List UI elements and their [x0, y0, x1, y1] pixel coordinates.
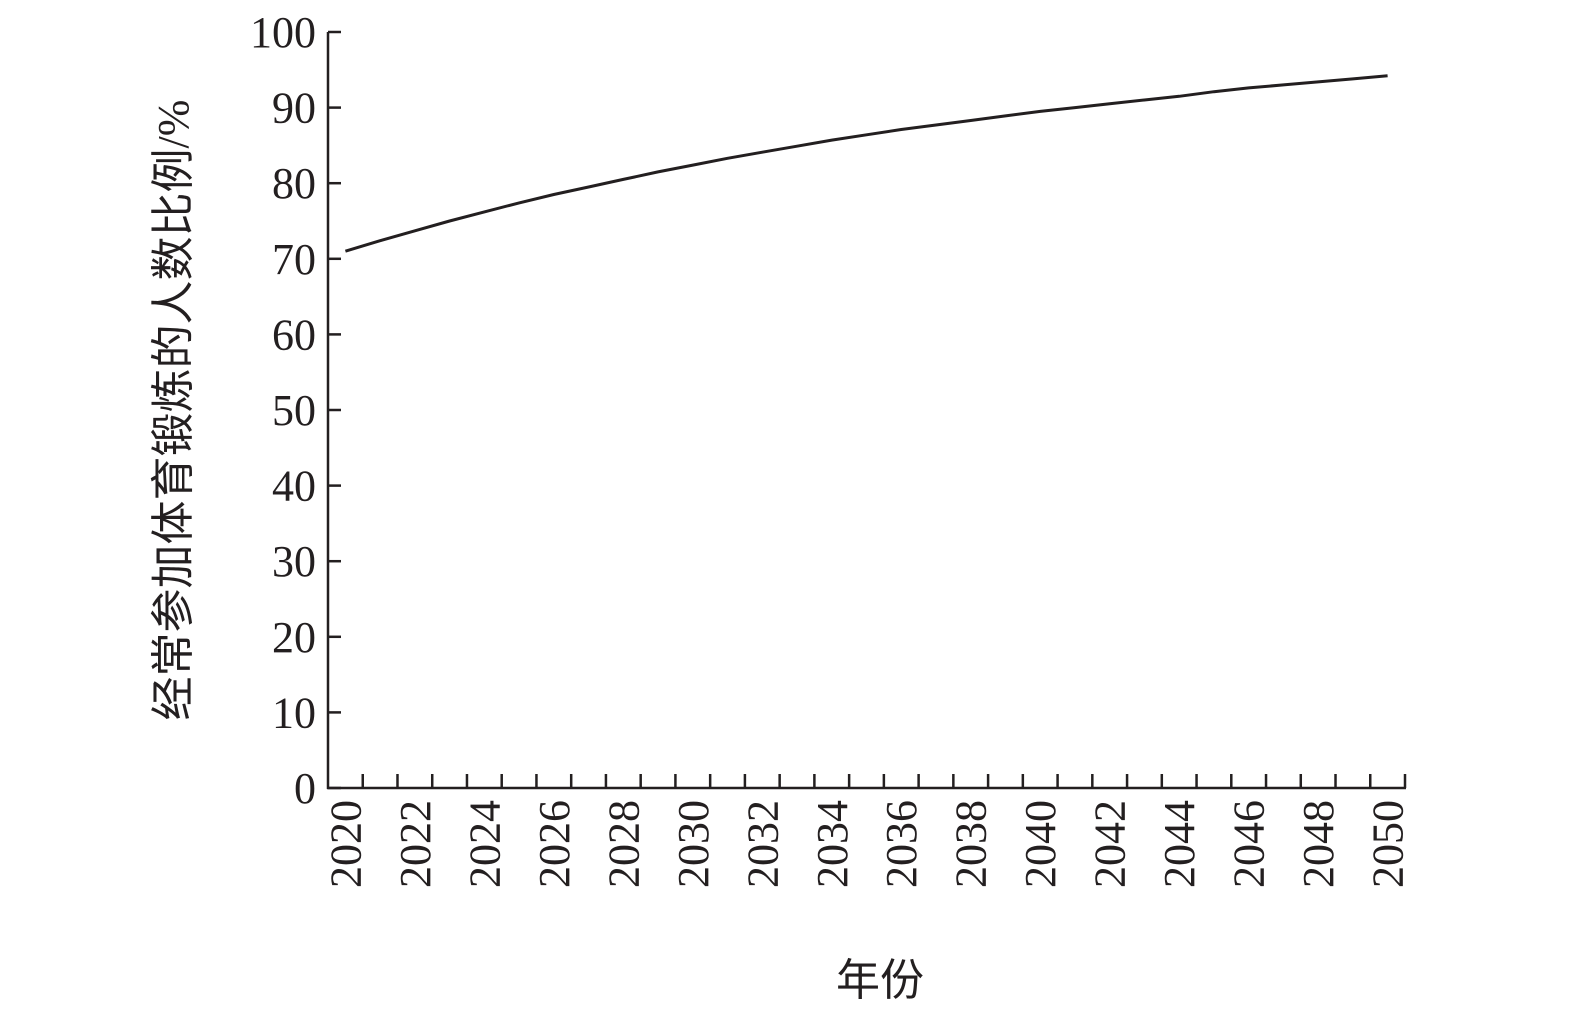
y-tick-label: 40	[272, 462, 316, 511]
x-tick-label: 2038	[947, 800, 996, 888]
y-tick-label: 60	[272, 310, 316, 359]
x-tick-label: 2040	[1016, 800, 1065, 888]
x-tick-label: 2026	[530, 800, 579, 888]
x-tick-label: 2050	[1364, 800, 1413, 888]
x-tick-label: 2032	[738, 800, 787, 888]
y-tick-label: 80	[272, 159, 316, 208]
x-tick-label: 2034	[808, 800, 857, 888]
y-tick-label: 50	[272, 386, 316, 435]
x-tick-label: 2036	[877, 800, 926, 888]
x-tick-label: 2022	[391, 800, 440, 888]
y-tick-label: 30	[272, 537, 316, 586]
x-tick-label: 2042	[1086, 800, 1135, 888]
y-tick-label: 0	[294, 764, 316, 813]
x-tick-label: 2030	[669, 800, 718, 888]
data-line	[344, 74, 1388, 253]
x-axis-label: 年份	[836, 956, 924, 1005]
x-tick-label: 2048	[1294, 800, 1343, 888]
x-tick-label: 2046	[1225, 800, 1274, 888]
y-axis-label: 经常参加体育锻炼的人数比例/%	[149, 100, 198, 721]
x-tick-label: 2044	[1155, 800, 1204, 888]
x-tick-label: 2028	[599, 800, 648, 888]
y-tick-label: 90	[272, 84, 316, 133]
y-tick-label: 10	[272, 688, 316, 737]
y-tick-label: 70	[272, 235, 316, 284]
y-tick-label: 20	[272, 613, 316, 662]
x-tick-label: 2020	[321, 800, 370, 888]
x-tick-label: 2024	[460, 800, 509, 888]
y-tick-label: 100	[250, 8, 316, 57]
